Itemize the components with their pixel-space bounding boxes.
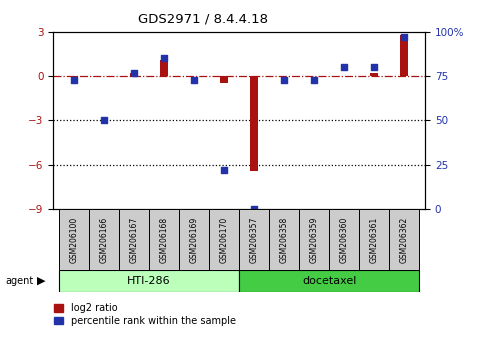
Bar <box>299 209 329 271</box>
Text: GSM206358: GSM206358 <box>280 217 288 263</box>
Text: GSM206359: GSM206359 <box>310 217 319 263</box>
Point <box>310 77 318 82</box>
Bar <box>59 270 239 292</box>
Text: GSM206100: GSM206100 <box>70 217 79 263</box>
Point <box>340 64 348 70</box>
Bar <box>329 209 359 271</box>
Text: GSM206167: GSM206167 <box>129 217 139 263</box>
Bar <box>400 35 408 76</box>
Bar <box>179 209 209 271</box>
Bar <box>359 209 389 271</box>
Bar <box>250 76 258 171</box>
Bar <box>119 209 149 271</box>
Text: docetaxel: docetaxel <box>302 276 356 286</box>
Point <box>370 64 378 70</box>
Bar <box>160 60 168 76</box>
Point <box>250 206 258 212</box>
Text: GSM206168: GSM206168 <box>159 217 169 263</box>
Point <box>190 77 198 82</box>
Text: GSM206360: GSM206360 <box>340 217 349 263</box>
Point <box>280 77 288 82</box>
Point <box>70 77 78 82</box>
Bar <box>269 209 299 271</box>
Bar <box>370 73 378 76</box>
Bar <box>59 209 89 271</box>
Text: GSM206169: GSM206169 <box>190 217 199 263</box>
Bar <box>209 209 239 271</box>
Bar <box>71 76 78 77</box>
Bar <box>239 270 419 292</box>
Text: agent: agent <box>6 276 34 286</box>
Bar <box>149 209 179 271</box>
Text: GSM206166: GSM206166 <box>99 217 109 263</box>
Point <box>100 118 108 123</box>
Bar <box>89 209 119 271</box>
Point <box>400 34 408 40</box>
Text: GSM206361: GSM206361 <box>369 217 379 263</box>
Bar <box>130 73 138 76</box>
Text: GSM206170: GSM206170 <box>220 217 228 263</box>
Text: HTI-286: HTI-286 <box>128 276 171 286</box>
Text: GSM206357: GSM206357 <box>250 217 258 263</box>
Bar <box>239 209 269 271</box>
Bar <box>389 209 419 271</box>
Text: GSM206362: GSM206362 <box>399 217 409 263</box>
Point <box>130 70 138 75</box>
Point <box>220 167 228 173</box>
Legend: log2 ratio, percentile rank within the sample: log2 ratio, percentile rank within the s… <box>53 302 237 327</box>
Bar <box>220 76 228 84</box>
Text: ▶: ▶ <box>37 276 45 286</box>
Text: GDS2971 / 8.4.4.18: GDS2971 / 8.4.4.18 <box>138 12 268 25</box>
Point <box>160 56 168 61</box>
